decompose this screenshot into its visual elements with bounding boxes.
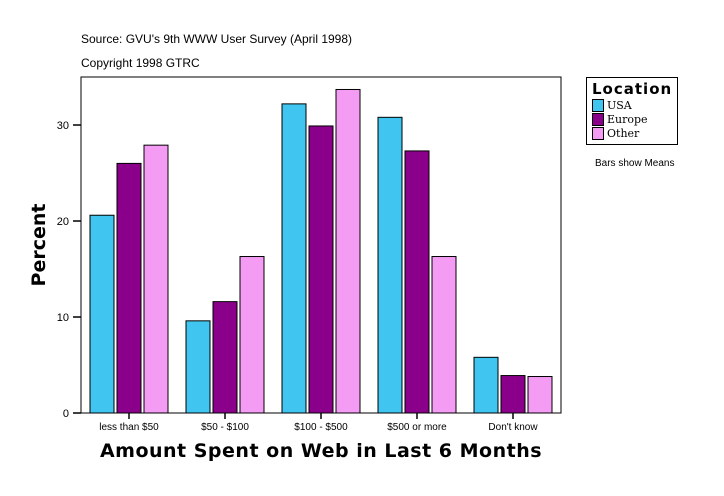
bar-other: [239, 256, 265, 414]
bars-note: Bars show Means: [595, 158, 675, 169]
bar-other: [143, 144, 169, 414]
legend-item: Europe: [592, 112, 672, 126]
legend-item: USA: [592, 98, 672, 112]
y-axis-title: Percent: [28, 204, 50, 287]
x-tick-label: $50 - $100: [201, 422, 249, 433]
x-axis-title: Amount Spent on Web in Last 6 Months: [100, 440, 542, 462]
y-tick-label: 0: [63, 408, 69, 420]
bar-other: [527, 376, 553, 414]
x-tick-label: less than $50: [99, 422, 159, 433]
x-tick-label: $500 or more: [387, 422, 447, 433]
bar-usa: [89, 214, 115, 414]
y-tick-label: 10: [57, 312, 69, 324]
bar-europe: [404, 150, 430, 414]
legend-swatch: [592, 126, 604, 140]
bar-europe: [500, 375, 526, 414]
legend-label: Other: [607, 126, 640, 140]
legend-title: Location: [592, 80, 673, 98]
legend-item: Other: [592, 126, 672, 140]
bar-usa: [377, 116, 403, 414]
x-tick-label: Don't know: [488, 422, 538, 433]
copyright-text: Copyright 1998 GTRC: [81, 56, 200, 70]
y-tick-label: 20: [57, 216, 69, 228]
x-tick-label: $100 - $500: [294, 422, 348, 433]
bar-europe: [116, 162, 142, 414]
legend-swatch: [592, 98, 604, 112]
y-tick-label: 30: [57, 120, 69, 132]
legend-label: Europe: [607, 112, 648, 126]
legend-label: USA: [607, 98, 632, 112]
bar-usa: [281, 103, 307, 414]
bar-europe: [308, 125, 334, 414]
source-text: Source: GVU's 9th WWW User Survey (April…: [81, 32, 353, 46]
bar-usa: [473, 356, 499, 414]
legend: Location USA Europe Other: [586, 77, 678, 145]
bar-usa: [185, 320, 211, 414]
bar-europe: [212, 301, 238, 414]
bar-other: [431, 256, 457, 414]
legend-swatch: [592, 112, 604, 126]
bar-other: [335, 88, 361, 414]
